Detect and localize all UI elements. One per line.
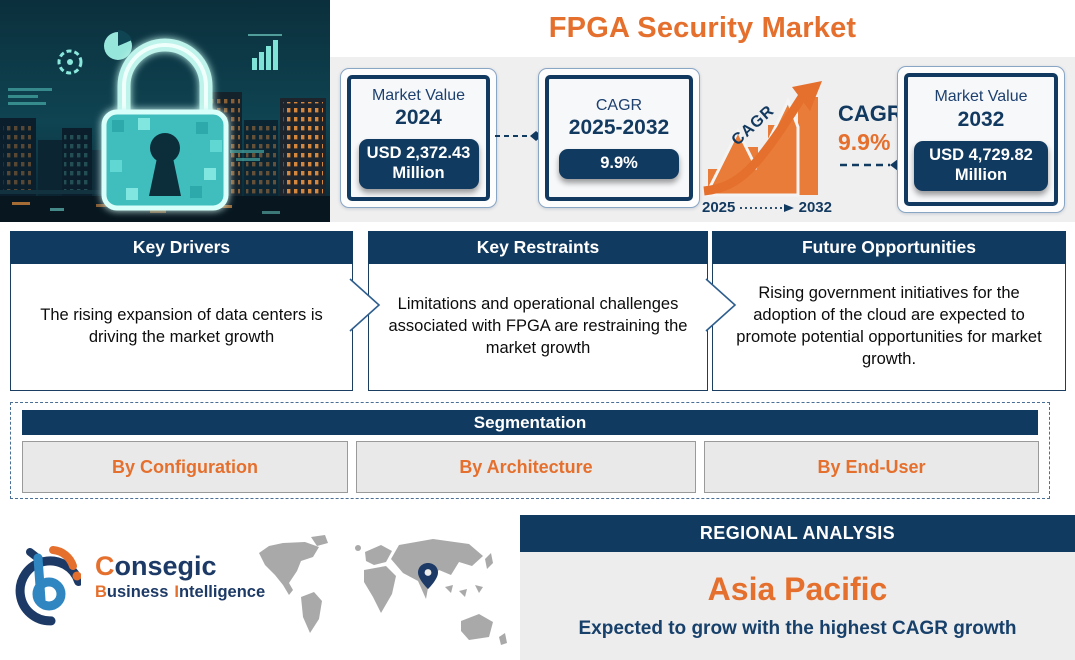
gauge-icon — [57, 49, 83, 75]
data-stream-rows — [8, 88, 264, 161]
growth-arrow-icon — [703, 81, 822, 197]
chevron-right-icon — [349, 278, 381, 332]
cagr-card: CAGR 2025-2032 9.9% — [538, 68, 700, 208]
brand-sub-part-2: ntelligence — [178, 582, 266, 601]
brand-sub-initial-1: B — [95, 582, 107, 601]
regional-analysis-title: REGIONAL ANALYSIS — [520, 515, 1075, 552]
dotted-arrow-icon — [740, 203, 795, 212]
key-drivers-box: Key Drivers The rising expansion of data… — [10, 231, 353, 391]
brand-sub-initial-2: I — [174, 582, 179, 601]
regional-analysis-body: Asia Pacific Expected to grow with the h… — [520, 552, 1075, 660]
market-value-label: Market Value — [371, 86, 466, 104]
market-value-2024-card: Market Value 2024 USD 2,372.43 Million — [340, 68, 497, 208]
growth-cagr-word: CAGR — [838, 101, 903, 126]
key-restraints-title: Key Restraints — [368, 231, 708, 264]
brand-sub-part-1: usiness — [106, 582, 169, 601]
segment-by-configuration: By Configuration — [22, 441, 348, 493]
cagr-value: 9.9% — [559, 149, 679, 180]
hero-security-image — [0, 0, 330, 222]
world-map-graphic — [259, 535, 507, 645]
consegic-logo: Consegic Business Intelligence — [15, 540, 265, 640]
page-title: FPGA Security Market — [548, 12, 857, 44]
market-value-2024-amount: USD 2,372.43 Million — [358, 139, 479, 190]
cagr-period: 2025-2032 — [568, 116, 670, 140]
market-value-year: 2032 — [957, 107, 1005, 131]
future-opportunities-title: Future Opportunities — [712, 231, 1066, 264]
segment-by-architecture: By Architecture — [356, 441, 696, 493]
regional-region-name: Asia Pacific — [707, 571, 888, 608]
cagr-label: CAGR — [595, 96, 643, 114]
key-restraints-box: Key Restraints Limitations and operation… — [368, 231, 708, 391]
market-value-2032-card: Market Value 2032 USD 4,729.82 Million — [897, 66, 1065, 213]
growth-chart-graphic: CAGR CAGR 9.9% 2025 2032 — [702, 75, 912, 220]
market-value-2032-inner: Market Value 2032 USD 4,729.82 Million — [904, 73, 1058, 206]
padlock-icon — [101, 38, 229, 211]
market-value-year: 2024 — [395, 106, 442, 130]
location-pin-icon — [418, 563, 438, 589]
segmentation-title: Segmentation — [22, 410, 1038, 435]
brand-name-rest: onsegic — [114, 551, 217, 581]
consegic-logo-text: Consegic Business Intelligence — [95, 551, 265, 602]
title-band: FPGA Security Market — [330, 0, 1075, 57]
growth-cagr-value: 9.9% — [838, 129, 891, 155]
segmentation-section: Segmentation By Configuration By Archite… — [10, 402, 1050, 499]
brand-name-initial: C — [95, 551, 115, 581]
key-drivers-text: The rising expansion of data centers is … — [10, 264, 353, 391]
key-restraints-text: Limitations and operational challenges a… — [368, 264, 708, 391]
dashed-diamond-connector-icon — [495, 131, 542, 141]
chevron-right-icon — [705, 278, 737, 332]
growth-start-year: 2025 — [702, 199, 736, 216]
growth-end-year: 2032 — [798, 199, 832, 216]
stats-strip: Market Value 2024 USD 2,372.43 Million C… — [330, 57, 1075, 222]
key-drivers-title: Key Drivers — [10, 231, 353, 264]
consegic-logo-mark-icon — [15, 546, 81, 626]
cityscape-padlock-illustration — [0, 0, 330, 222]
cagr-card-inner: CAGR 2025-2032 9.9% — [545, 75, 693, 201]
market-value-label: Market Value — [934, 88, 1028, 106]
future-opportunities-box: Future Opportunities Rising government i… — [712, 231, 1066, 391]
growth-years: 2025 2032 — [702, 199, 832, 216]
future-opportunities-text: Rising government initiatives for the ad… — [712, 264, 1066, 391]
world-map — [253, 533, 515, 660]
regional-analysis-panel: REGIONAL ANALYSIS Asia Pacific Expected … — [520, 515, 1075, 660]
brand-name: Consegic — [95, 551, 265, 582]
brand-subtitle: Business Intelligence — [95, 583, 265, 602]
bar-chart-icon — [248, 34, 282, 70]
segment-by-end-user: By End-User — [704, 441, 1039, 493]
market-value-2024-inner: Market Value 2024 USD 2,372.43 Million — [347, 75, 490, 201]
regional-subtitle: Expected to grow with the highest CAGR g… — [578, 617, 1017, 639]
market-value-2032-amount: USD 4,729.82 Million — [914, 140, 1048, 191]
